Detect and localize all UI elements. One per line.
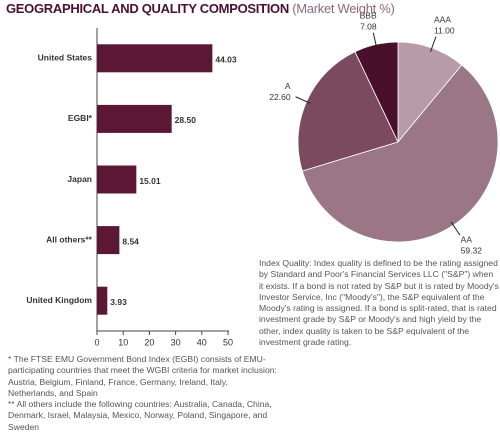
value-label: 44.03 bbox=[215, 55, 237, 65]
bar bbox=[97, 226, 120, 255]
title-text: GEOGRAPHICAL AND QUALITY COMPOSITION bbox=[6, 1, 289, 16]
bar bbox=[97, 165, 137, 194]
x-tick-label: 10 bbox=[118, 337, 128, 347]
value-label: 28.50 bbox=[175, 115, 197, 125]
x-tick-label: 0 bbox=[94, 337, 99, 347]
leader-line bbox=[450, 221, 461, 236]
bar bbox=[97, 44, 213, 73]
footnotes: * The FTSE EMU Government Bond Index (EG… bbox=[8, 354, 278, 433]
value-label: 15.01 bbox=[139, 176, 161, 186]
x-tick-label: 30 bbox=[171, 337, 181, 347]
footnote: ** All others include the following coun… bbox=[8, 399, 272, 432]
y-tick-label: Japan bbox=[67, 174, 92, 184]
leader-line bbox=[430, 36, 437, 52]
y-tick-label: United States bbox=[38, 53, 93, 63]
value-label: 7.08 bbox=[360, 21, 377, 31]
index-quality-note: Index Quality: Index quality is defined … bbox=[259, 258, 499, 348]
leader-line bbox=[372, 32, 378, 49]
value-label: 3.93 bbox=[110, 297, 127, 307]
title: GEOGRAPHICAL AND QUALITY COMPOSITION (Ma… bbox=[6, 1, 395, 16]
value-label: 11.00 bbox=[434, 26, 455, 36]
x-tick-label: 20 bbox=[144, 337, 154, 347]
value-label: 22.60 bbox=[269, 92, 291, 102]
x-tick-label: 40 bbox=[197, 337, 207, 347]
y-tick-label: EGBI* bbox=[68, 113, 93, 123]
slice-label: BBB bbox=[360, 10, 377, 20]
value-label: 59.32 bbox=[461, 246, 483, 256]
subtitle: (Market Weight %) bbox=[292, 1, 395, 16]
leader-line bbox=[295, 96, 311, 104]
bar bbox=[97, 286, 108, 315]
slice-label: A bbox=[285, 81, 291, 91]
value-label: 8.54 bbox=[122, 236, 139, 246]
x-tick-label: 50 bbox=[223, 337, 233, 347]
bar bbox=[97, 104, 172, 133]
y-tick-label: All others** bbox=[46, 234, 93, 244]
footnote: * The FTSE EMU Government Bond Index (EG… bbox=[8, 354, 277, 398]
slice-label: AAA bbox=[434, 15, 451, 25]
slice-label: AA bbox=[461, 235, 473, 245]
y-tick-label: United Kingdom bbox=[26, 295, 92, 305]
